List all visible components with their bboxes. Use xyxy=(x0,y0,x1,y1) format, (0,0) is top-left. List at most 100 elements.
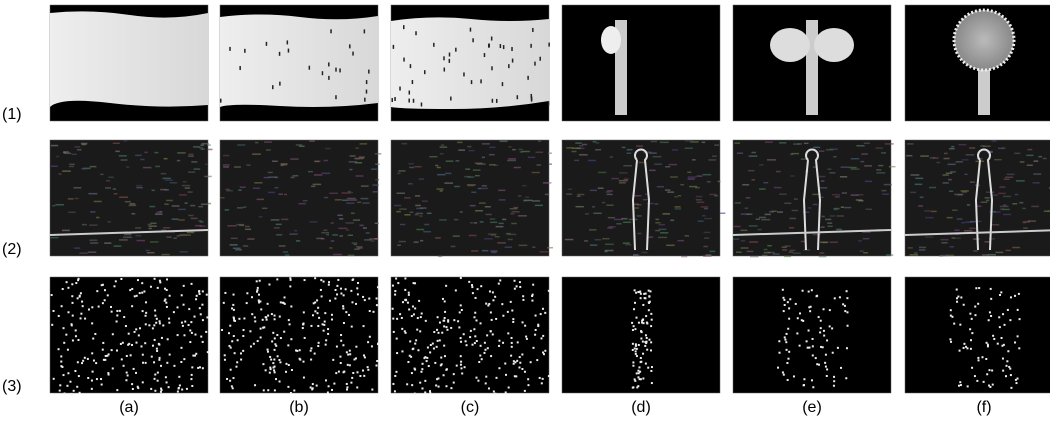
dot xyxy=(421,313,423,315)
texture xyxy=(239,225,244,227)
dot xyxy=(519,356,521,358)
dot xyxy=(242,350,244,352)
dot xyxy=(69,381,71,383)
texture xyxy=(74,187,82,189)
texture xyxy=(350,155,356,157)
texture xyxy=(161,173,167,175)
dot xyxy=(107,372,109,374)
dot xyxy=(498,340,500,342)
dot xyxy=(414,368,416,370)
texture xyxy=(834,208,840,210)
speck xyxy=(508,64,510,68)
texture xyxy=(90,211,95,213)
texture xyxy=(1003,196,1011,198)
dot xyxy=(267,351,269,353)
texture xyxy=(409,167,414,169)
texture xyxy=(272,161,278,163)
dot xyxy=(113,285,115,287)
dot xyxy=(635,350,637,352)
texture xyxy=(233,248,241,250)
texture xyxy=(259,216,263,218)
texture xyxy=(602,238,609,240)
dot xyxy=(989,311,991,313)
texture xyxy=(457,142,462,144)
dot xyxy=(642,341,644,343)
dot xyxy=(63,342,65,344)
dot xyxy=(303,311,305,313)
dot xyxy=(480,345,482,347)
dot xyxy=(325,344,327,346)
dot xyxy=(349,364,351,366)
panel-background xyxy=(562,140,720,256)
dot xyxy=(846,290,848,292)
dot xyxy=(404,277,406,279)
dot xyxy=(132,388,134,390)
dot xyxy=(516,285,518,287)
image-panel xyxy=(905,140,1050,257)
dot xyxy=(334,298,336,300)
texture xyxy=(985,197,990,199)
dot xyxy=(471,286,473,288)
texture xyxy=(471,250,478,252)
dot xyxy=(445,385,447,387)
texture xyxy=(860,250,864,252)
texture xyxy=(813,147,820,149)
dot xyxy=(495,318,497,320)
texture xyxy=(876,172,885,174)
dot xyxy=(957,296,959,298)
dot xyxy=(191,332,193,334)
dot xyxy=(257,340,259,342)
dot xyxy=(226,378,228,380)
dot xyxy=(290,305,292,307)
dot xyxy=(640,361,642,363)
dot xyxy=(414,307,416,309)
dot xyxy=(111,311,113,313)
texture xyxy=(758,229,762,231)
dot xyxy=(178,387,180,389)
dot xyxy=(393,331,395,333)
texture xyxy=(435,237,441,239)
image-panel xyxy=(905,5,1050,121)
dot xyxy=(223,302,225,304)
texture xyxy=(588,160,596,162)
dot xyxy=(376,360,378,362)
texture xyxy=(510,208,518,210)
dot xyxy=(429,392,431,394)
dot xyxy=(91,388,93,390)
texture xyxy=(191,218,198,220)
dot xyxy=(505,374,507,376)
texture xyxy=(482,143,490,145)
dot xyxy=(965,346,967,348)
dot xyxy=(137,279,139,281)
texture xyxy=(415,195,420,197)
texture xyxy=(499,199,506,201)
dot xyxy=(159,281,161,283)
texture xyxy=(964,174,967,176)
texture xyxy=(1027,164,1033,166)
dot xyxy=(484,342,486,344)
dot xyxy=(53,378,55,380)
texture xyxy=(1000,206,1009,208)
dot xyxy=(807,347,809,349)
dot xyxy=(1001,337,1003,339)
texture xyxy=(670,176,678,178)
texture xyxy=(764,252,771,254)
dot xyxy=(951,316,953,318)
dot xyxy=(145,362,147,364)
dot xyxy=(494,393,496,395)
texture xyxy=(163,178,171,180)
dot xyxy=(396,352,398,354)
texture xyxy=(424,224,429,226)
dot xyxy=(424,356,426,358)
dot xyxy=(195,298,197,300)
dot xyxy=(481,358,483,360)
speck xyxy=(339,68,341,72)
texture xyxy=(499,223,504,225)
dot xyxy=(269,356,271,358)
dot xyxy=(526,338,528,340)
dot xyxy=(535,329,537,331)
dot xyxy=(493,390,495,392)
dot xyxy=(177,391,179,393)
dot xyxy=(453,319,455,321)
speck xyxy=(309,66,311,70)
